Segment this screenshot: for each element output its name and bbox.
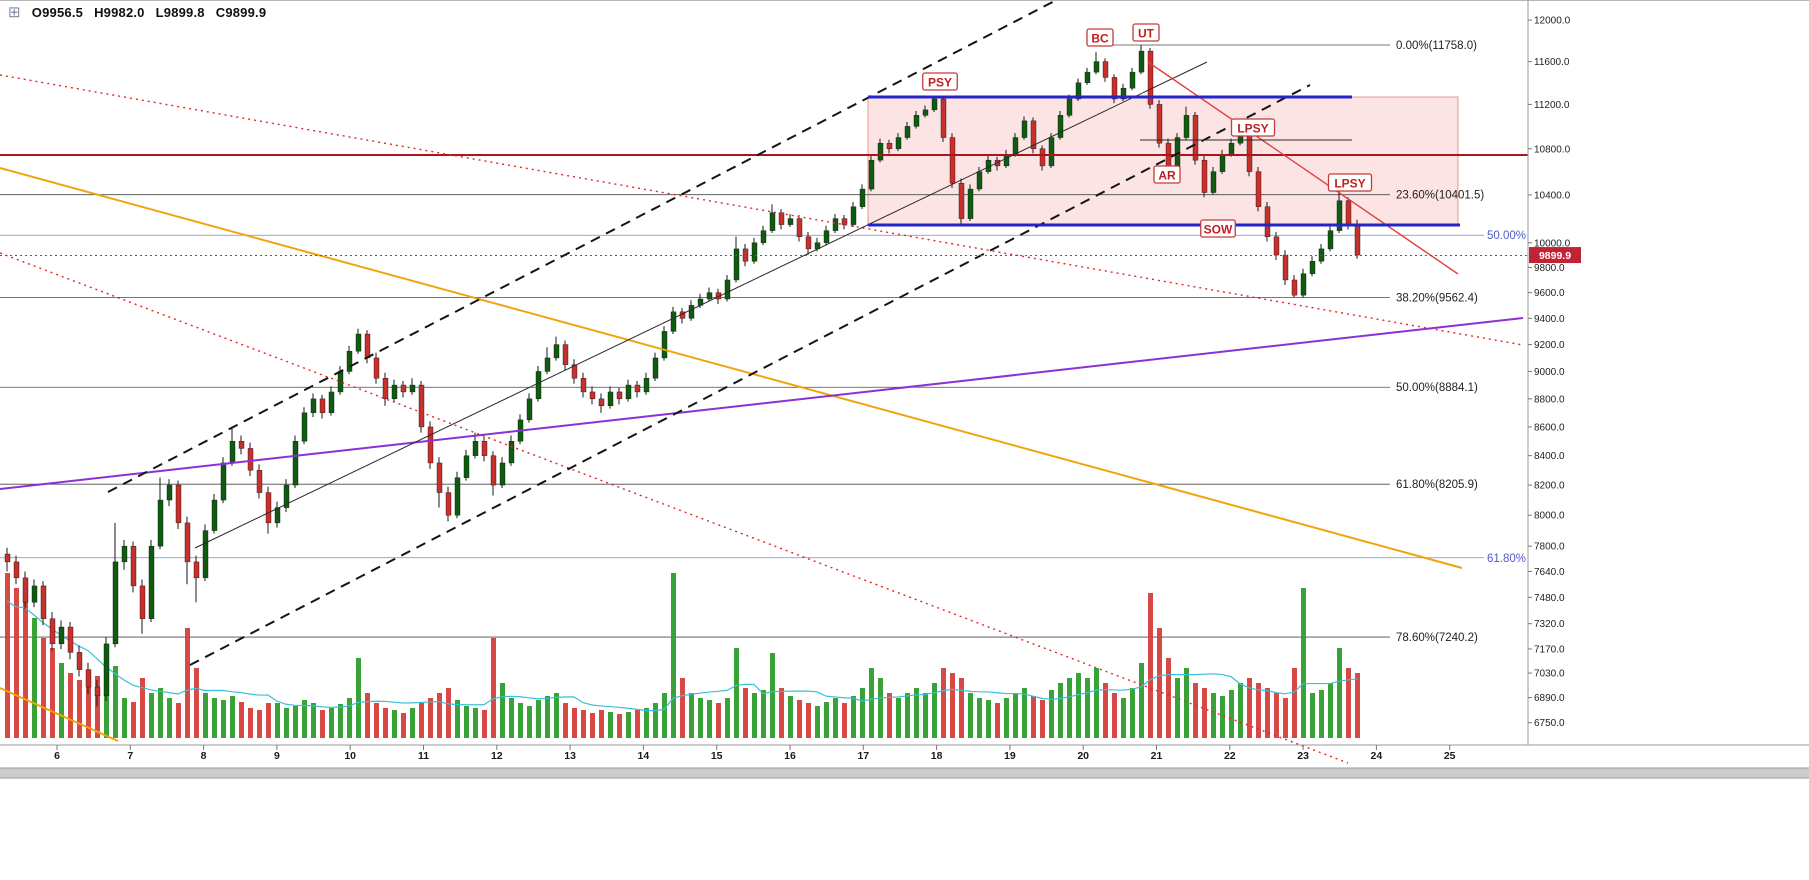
overlay-lines[interactable] xyxy=(0,0,1528,764)
wyckoff-label-bc-1[interactable]: BC xyxy=(1086,28,1114,47)
svg-text:6750.0: 6750.0 xyxy=(1534,718,1565,729)
svg-text:50.00%: 50.00% xyxy=(1487,230,1526,242)
wyckoff-label-sow-5[interactable]: SOW xyxy=(1200,219,1236,238)
svg-text:7640.0: 7640.0 xyxy=(1534,567,1565,578)
svg-text:23.60%(10401.5): 23.60%(10401.5) xyxy=(1396,190,1484,202)
ohlc-close: C9899.9 xyxy=(215,5,267,20)
ohlc-readout: ⊞ O9956.5 H9982.0 L9899.8 C9899.9 xyxy=(8,5,266,20)
volume-ma-line xyxy=(6,600,1358,712)
svg-text:LPSY: LPSY xyxy=(1237,122,1268,136)
svg-text:6890.0: 6890.0 xyxy=(1534,693,1565,704)
svg-text:7170.0: 7170.0 xyxy=(1534,644,1565,655)
svg-text:21: 21 xyxy=(1151,750,1163,762)
svg-text:9000.0: 9000.0 xyxy=(1534,367,1565,378)
svg-text:11200.0: 11200.0 xyxy=(1534,100,1570,111)
ohlc-low: L9899.8 xyxy=(155,5,205,20)
svg-text:9899.9: 9899.9 xyxy=(1539,250,1571,262)
svg-text:6: 6 xyxy=(54,750,60,762)
svg-text:13: 13 xyxy=(564,750,576,762)
svg-text:8800.0: 8800.0 xyxy=(1534,394,1565,405)
price-axis[interactable]: 12000.0 11600.0 11200.0 10800.0 10400.0 10000… xyxy=(1527,0,1571,745)
wyckoff-annotations[interactable]: PSY BC UT LPSY AR SOW LPSY xyxy=(922,23,1373,238)
svg-text:7480.0: 7480.0 xyxy=(1534,593,1565,604)
svg-text:PSY: PSY xyxy=(928,76,952,90)
svg-text:17: 17 xyxy=(857,750,869,762)
svg-text:24: 24 xyxy=(1371,750,1383,762)
svg-text:16: 16 xyxy=(784,750,796,762)
wyckoff-label-ar-4[interactable]: AR xyxy=(1153,165,1181,184)
channel-dashed-upper[interactable] xyxy=(107,0,1068,493)
svg-text:10: 10 xyxy=(344,750,356,762)
svg-text:12: 12 xyxy=(491,750,503,762)
current-price-tag: 9899.9 xyxy=(1529,247,1581,264)
svg-text:20: 20 xyxy=(1077,750,1089,762)
svg-text:9800.0: 9800.0 xyxy=(1534,263,1565,274)
svg-text:BC: BC xyxy=(1091,32,1109,46)
wyckoff-label-ut-2[interactable]: UT xyxy=(1132,23,1160,42)
svg-text:7: 7 xyxy=(127,750,133,762)
purple-trendline[interactable] xyxy=(0,317,1524,490)
svg-text:22: 22 xyxy=(1224,750,1236,762)
svg-text:9: 9 xyxy=(274,750,280,762)
svg-text:10400.0: 10400.0 xyxy=(1534,190,1571,201)
orange-trendline-lower-left[interactable] xyxy=(0,687,119,742)
uptrend-line[interactable] xyxy=(194,61,1208,549)
svg-text:8: 8 xyxy=(201,750,207,762)
svg-text:8600.0: 8600.0 xyxy=(1534,422,1565,433)
orange-trendline[interactable] xyxy=(0,167,1463,569)
volume-bars xyxy=(5,573,1360,738)
wyckoff-label-lpsy-3[interactable]: LPSY xyxy=(1230,118,1276,137)
svg-text:15: 15 xyxy=(711,750,723,762)
svg-text:25: 25 xyxy=(1444,750,1456,762)
fibonacci-retracement[interactable]: 0.00%(11758.0) 23.60%(10401.5) 38.20%(9562… xyxy=(0,40,1484,644)
wyckoff-label-psy-0[interactable]: PSY xyxy=(922,72,958,91)
svg-text:11: 11 xyxy=(418,750,429,762)
svg-text:9200.0: 9200.0 xyxy=(1534,340,1565,351)
time-axis[interactable]: 6 7 8 9 10 11 12 13 14 15 16 17 18 19 20 21 22 23 24 25 xyxy=(0,744,1809,762)
svg-text:8000.0: 8000.0 xyxy=(1534,511,1565,522)
chart-grid-icon[interactable]: ⊞ xyxy=(8,4,21,21)
svg-text:8400.0: 8400.0 xyxy=(1534,451,1565,462)
svg-text:18: 18 xyxy=(931,750,943,762)
svg-text:10000.0: 10000.0 xyxy=(1534,238,1571,249)
candles-layer xyxy=(4,45,1361,707)
svg-text:14: 14 xyxy=(638,750,650,762)
ohlc-open: O9956.5 xyxy=(31,5,84,20)
svg-text:11600.0: 11600.0 xyxy=(1534,57,1570,68)
svg-text:LPSY: LPSY xyxy=(1334,177,1365,191)
svg-text:50.00%(8884.1): 50.00%(8884.1) xyxy=(1396,382,1478,394)
svg-text:10800.0: 10800.0 xyxy=(1534,144,1571,155)
svg-text:0.00%(11758.0): 0.00%(11758.0) xyxy=(1396,40,1477,52)
svg-text:9400.0: 9400.0 xyxy=(1534,314,1565,325)
svg-text:8200.0: 8200.0 xyxy=(1534,481,1565,492)
svg-text:SOW: SOW xyxy=(1204,223,1233,237)
svg-text:23: 23 xyxy=(1297,750,1309,762)
svg-text:38.20%(9562.4): 38.20%(9562.4) xyxy=(1396,292,1478,304)
svg-text:61.80%: 61.80% xyxy=(1487,553,1526,565)
svg-text:UT: UT xyxy=(1138,27,1155,41)
svg-text:61.80%(8205.9): 61.80%(8205.9) xyxy=(1396,479,1478,491)
svg-text:9600.0: 9600.0 xyxy=(1534,288,1565,299)
svg-text:78.60%(7240.2): 78.60%(7240.2) xyxy=(1396,632,1478,644)
svg-text:12000.0: 12000.0 xyxy=(1534,16,1571,27)
svg-text:7030.0: 7030.0 xyxy=(1534,669,1565,680)
svg-text:7320.0: 7320.0 xyxy=(1534,619,1565,630)
svg-text:7800.0: 7800.0 xyxy=(1534,542,1565,553)
svg-text:AR: AR xyxy=(1158,169,1176,183)
ohlc-high: H9982.0 xyxy=(94,5,145,20)
wyckoff-label-lpsy-6[interactable]: LPSY xyxy=(1327,173,1373,192)
red-dotted-trendline-lower[interactable] xyxy=(0,252,1349,764)
pane-separator[interactable] xyxy=(0,767,1809,779)
svg-text:19: 19 xyxy=(1004,750,1016,762)
channel-dashed-lower[interactable] xyxy=(189,84,1311,666)
